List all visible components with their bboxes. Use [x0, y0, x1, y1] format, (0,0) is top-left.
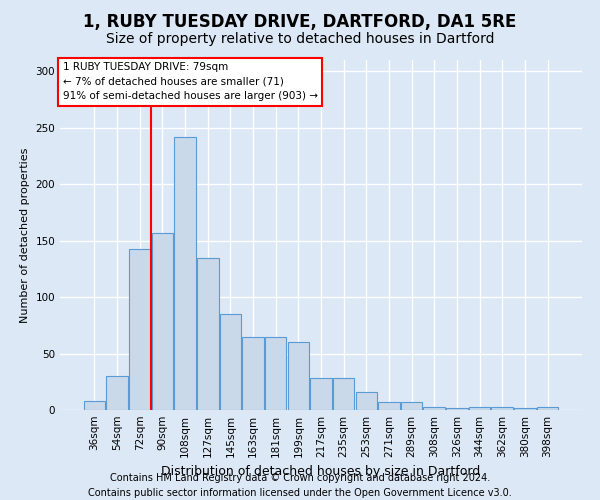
Bar — [152, 232, 173, 410]
Bar — [333, 378, 355, 410]
Text: 1, RUBY TUESDAY DRIVE, DARTFORD, DA1 5RE: 1, RUBY TUESDAY DRIVE, DARTFORD, DA1 5RE — [83, 12, 517, 30]
Bar — [446, 408, 467, 410]
Y-axis label: Number of detached properties: Number of detached properties — [20, 148, 30, 322]
X-axis label: Distribution of detached houses by size in Dartford: Distribution of detached houses by size … — [161, 466, 481, 478]
Bar — [469, 406, 490, 410]
Bar — [220, 314, 241, 410]
Bar — [514, 408, 536, 410]
Text: Contains HM Land Registry data © Crown copyright and database right 2024.
Contai: Contains HM Land Registry data © Crown c… — [88, 472, 512, 498]
Bar — [491, 406, 513, 410]
Bar — [175, 137, 196, 410]
Bar — [310, 378, 332, 410]
Bar — [106, 376, 128, 410]
Bar — [378, 402, 400, 410]
Bar — [401, 402, 422, 410]
Bar — [129, 248, 151, 410]
Bar — [197, 258, 218, 410]
Bar — [265, 336, 286, 410]
Text: 1 RUBY TUESDAY DRIVE: 79sqm
← 7% of detached houses are smaller (71)
91% of semi: 1 RUBY TUESDAY DRIVE: 79sqm ← 7% of deta… — [62, 62, 317, 102]
Text: Size of property relative to detached houses in Dartford: Size of property relative to detached ho… — [106, 32, 494, 46]
Bar — [424, 406, 445, 410]
Bar — [287, 342, 309, 410]
Bar — [84, 401, 105, 410]
Bar — [356, 392, 377, 410]
Bar — [537, 406, 558, 410]
Bar — [242, 336, 264, 410]
